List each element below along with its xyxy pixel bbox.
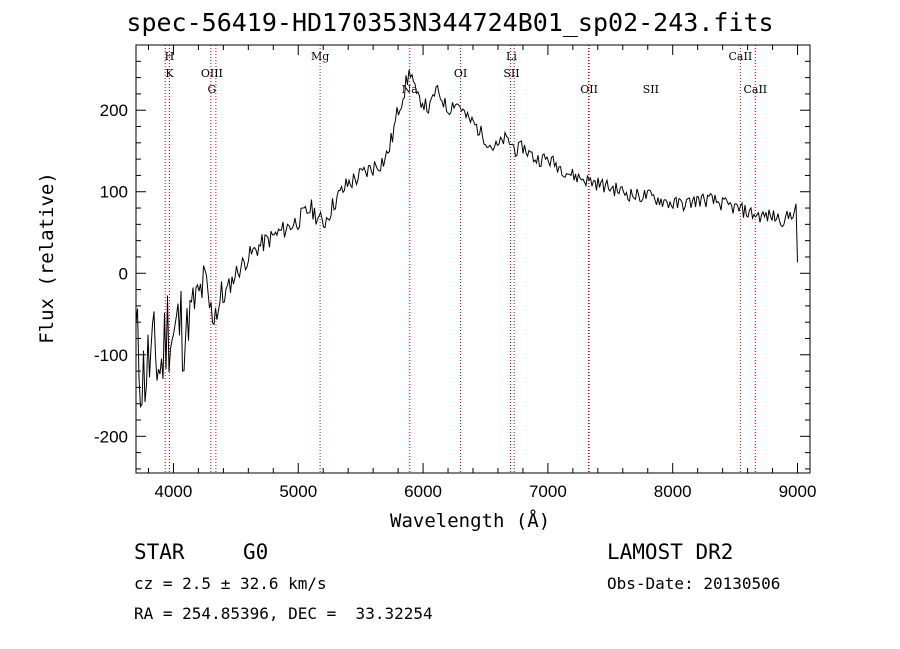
spectral-line-label: OIII <box>201 67 223 80</box>
spectral-line-label: G <box>207 83 216 96</box>
spectral-line-label: SII <box>503 67 519 80</box>
x-axis-label: Wavelength (Å) <box>390 510 551 532</box>
y-tick-label: 0 <box>119 264 128 283</box>
y-tick-label: -100 <box>94 346 128 365</box>
x-tick-label: 5000 <box>279 482 317 501</box>
object-subclass: G0 <box>243 540 269 564</box>
x-tick-label: 7000 <box>529 482 567 501</box>
spectral-line-label: K <box>165 67 174 80</box>
object-class: STAR <box>134 540 185 564</box>
obs-date-text: Obs-Date: 20130506 <box>607 574 781 593</box>
spectral-line-label: OI <box>454 67 467 80</box>
x-tick-label: 4000 <box>155 482 193 501</box>
spectral-line-label: CaII <box>729 50 753 63</box>
spectral-line-label: SII <box>643 83 659 96</box>
redshift-text: cz = 2.5 ± 32.6 km/s <box>134 574 327 593</box>
x-tick-label: 9000 <box>779 482 817 501</box>
x-tick-label: 6000 <box>404 482 442 501</box>
chart-title: spec-56419-HD170353N344724B01_sp02-243.f… <box>126 8 774 37</box>
y-tick-label: -200 <box>94 427 128 446</box>
y-tick-label: 200 <box>100 101 128 120</box>
survey-name: LAMOST DR2 <box>607 540 734 564</box>
spectral-line-label: H <box>165 50 175 63</box>
spectral-line-label: OII <box>580 83 598 96</box>
x-tick-label: 8000 <box>654 482 692 501</box>
coordinates-text: RA = 254.85396, DEC = 33.32254 <box>134 604 433 623</box>
plot-frame <box>135 44 811 474</box>
spectrum-line <box>135 69 798 409</box>
spectral-line-label: Li <box>506 50 517 63</box>
spectral-line-label: Mg <box>311 50 329 63</box>
spectral-line-label: Na <box>402 83 419 96</box>
y-tick-label: 100 <box>100 183 128 202</box>
spectral-line-label: CaII <box>743 83 767 96</box>
